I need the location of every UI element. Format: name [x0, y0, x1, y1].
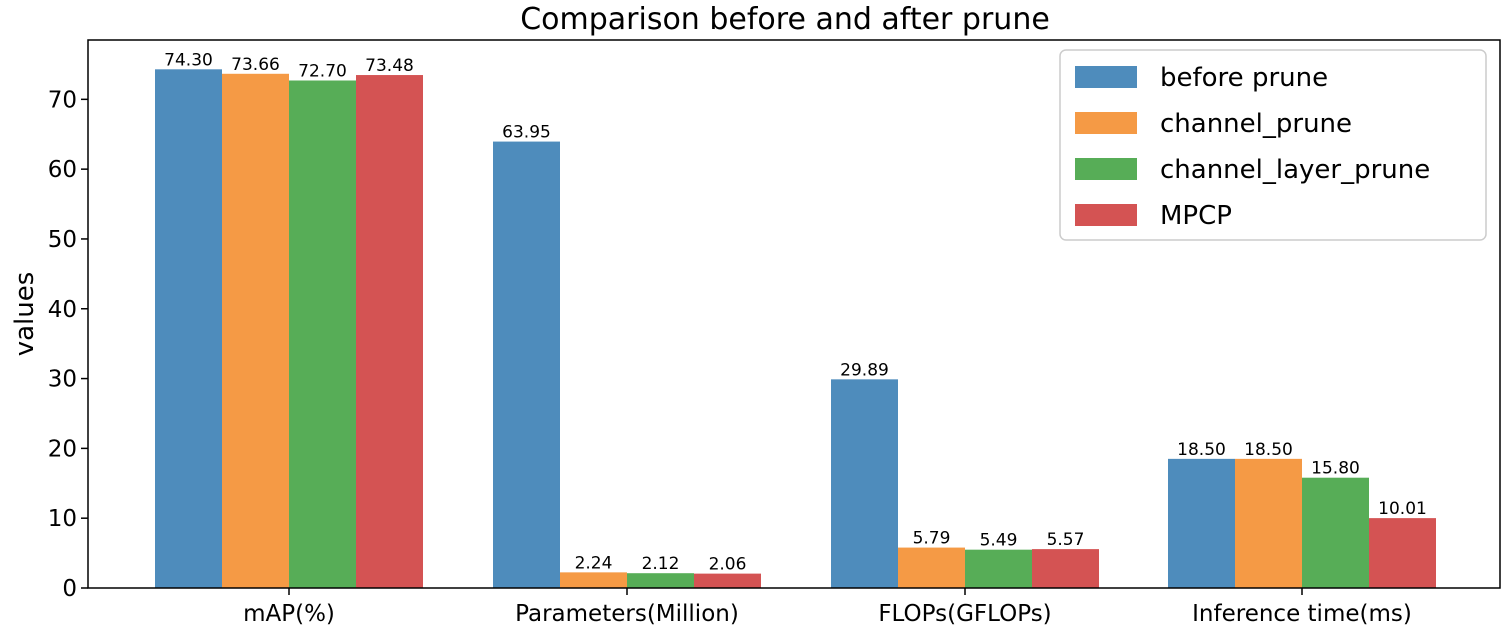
legend-label: before prune — [1160, 63, 1328, 93]
y-axis-ticks: 0 10 20 30 40 50 60 70 — [48, 87, 88, 602]
legend-swatch — [1075, 158, 1137, 180]
y-axis-label: values — [10, 272, 40, 357]
bar-value-label: 74.30 — [164, 50, 213, 70]
bar — [1369, 518, 1436, 588]
y-tick-label: 30 — [48, 367, 77, 393]
bar — [560, 572, 627, 588]
legend: before prune channel_prune channel_layer_p… — [1059, 49, 1487, 241]
y-tick-label: 10 — [48, 506, 77, 532]
bar-value-label: 18.50 — [1244, 440, 1293, 460]
legend-label: MPCP — [1160, 201, 1232, 231]
bar-value-label: 18.50 — [1177, 440, 1226, 460]
bar — [898, 547, 965, 588]
x-tick-label: mAP(%) — [243, 601, 335, 627]
bar — [1032, 549, 1099, 588]
bar — [627, 573, 694, 588]
y-tick-label: 40 — [48, 297, 77, 323]
bar — [155, 69, 222, 588]
bar-value-label: 72.70 — [298, 61, 347, 81]
plot-frame — [87, 39, 1501, 589]
x-axis-ticks: mAP(%) Parameters(Million) FLOPs(GFLOPs) In… — [243, 588, 1412, 627]
y-tick-label: 50 — [48, 227, 77, 253]
bar-value-label: 73.66 — [231, 55, 280, 75]
bar-value-label: 73.48 — [365, 56, 414, 76]
legend-swatch — [1075, 204, 1137, 226]
y-tick-label: 0 — [62, 576, 77, 602]
bar — [222, 73, 289, 588]
legend-swatch — [1075, 66, 1137, 88]
bar-value-label: 63.95 — [502, 123, 551, 143]
bar — [493, 141, 560, 589]
y-tick-label: 20 — [48, 436, 77, 462]
x-tick-label: Parameters(Million) — [515, 601, 739, 627]
legend-box — [1059, 49, 1487, 241]
bar-value-label: 29.89 — [840, 360, 889, 380]
legend-label: channel_prune — [1160, 109, 1352, 139]
bar-value-label: 2.24 — [575, 553, 613, 573]
bar-value-label: 2.12 — [642, 554, 680, 574]
bar-value-label: 15.80 — [1311, 459, 1360, 479]
x-tick-label: FLOPs(GFLOPs) — [878, 601, 1051, 627]
y-tick-label: 60 — [48, 157, 77, 183]
bar — [1302, 477, 1369, 588]
bar — [965, 549, 1032, 588]
x-tick-label: Inference time(ms) — [1192, 601, 1412, 627]
bars — [155, 69, 1436, 589]
y-tick-label: 70 — [48, 87, 77, 113]
bar — [694, 573, 761, 588]
data-labels: 74.30 63.95 29.89 18.50 73.66 2.24 5.79 18.50 72… — [164, 50, 1427, 574]
bar — [289, 80, 356, 589]
legend-label: channel_layer_prune — [1160, 155, 1430, 185]
bar-value-label: 5.79 — [913, 529, 951, 549]
bar — [1168, 458, 1235, 588]
chart-title: Comparison before and after prune — [520, 2, 1050, 37]
bar — [356, 75, 423, 589]
bar-value-label: 5.57 — [1047, 530, 1085, 550]
bar-value-label: 2.06 — [709, 555, 747, 575]
legend-swatch — [1075, 112, 1137, 134]
bar-value-label: 10.01 — [1378, 499, 1427, 519]
bar — [1235, 458, 1302, 588]
bar-value-label: 5.49 — [980, 531, 1018, 551]
bar — [831, 379, 898, 588]
